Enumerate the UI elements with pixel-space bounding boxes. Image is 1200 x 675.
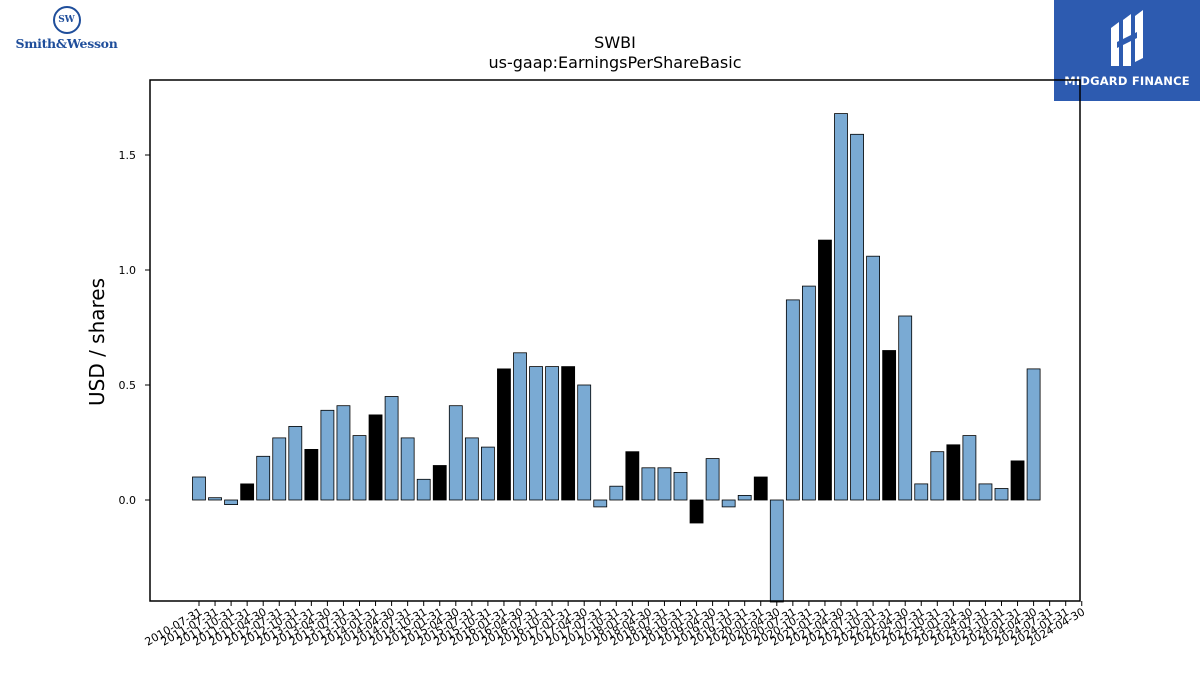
bar xyxy=(785,299,800,501)
bar xyxy=(368,414,383,501)
bar xyxy=(400,437,415,501)
bar xyxy=(320,409,335,501)
bar xyxy=(1010,460,1025,501)
x-axis-ticks: 2010-07-312011-07-312011-10-312011-01-31… xyxy=(143,601,1087,649)
bar xyxy=(818,239,832,501)
bar xyxy=(256,455,271,501)
bar xyxy=(529,366,543,501)
y-tick-label: 0.5 xyxy=(119,379,137,392)
bar xyxy=(866,255,880,501)
bar xyxy=(545,366,559,501)
bar xyxy=(834,113,848,501)
bar xyxy=(240,483,255,501)
bar xyxy=(304,448,319,501)
bar xyxy=(657,467,672,501)
bar xyxy=(480,446,495,501)
bar xyxy=(737,494,752,501)
bar xyxy=(593,499,608,508)
bar xyxy=(208,497,222,501)
bar xyxy=(882,350,897,501)
bar xyxy=(497,368,511,501)
chart-subtitle: us-gaap:EarningsPerShareBasic xyxy=(488,53,741,72)
sw-seal-icon: SW xyxy=(52,6,81,34)
bar xyxy=(288,425,303,501)
bar xyxy=(850,133,864,501)
y-tick-label: 1.5 xyxy=(119,149,137,162)
bar xyxy=(769,499,784,603)
plot-frame xyxy=(149,79,1081,602)
midgard-mark-icon xyxy=(1111,10,1143,66)
bar xyxy=(962,435,977,501)
bar xyxy=(577,384,592,501)
bar xyxy=(641,467,656,501)
bar xyxy=(914,483,929,501)
bar xyxy=(464,437,479,501)
bar xyxy=(946,444,961,501)
bar xyxy=(673,471,688,501)
bar xyxy=(898,315,913,501)
bar xyxy=(352,435,367,501)
bar xyxy=(224,499,239,505)
bar xyxy=(753,476,768,501)
bar xyxy=(994,488,1009,501)
bar xyxy=(721,499,736,508)
y-tick-label: 0.0 xyxy=(119,494,137,507)
bar xyxy=(432,465,447,501)
bar xyxy=(705,458,720,501)
bar xyxy=(416,478,431,501)
smith-wesson-wordmark: Smith&Wesson xyxy=(15,36,118,51)
bar xyxy=(448,405,463,501)
midgard-finance-wordmark: MIDGARD FINANCE xyxy=(1064,74,1190,88)
bar xyxy=(609,485,624,501)
y-axis-label: USD / shares xyxy=(85,278,109,406)
bar xyxy=(336,405,351,501)
bar xyxy=(561,366,576,501)
bars-group xyxy=(192,113,1041,603)
bar xyxy=(978,483,993,501)
bar xyxy=(1026,368,1041,501)
bar xyxy=(625,451,640,501)
y-tick-label: 1.0 xyxy=(119,264,137,277)
bar xyxy=(930,451,945,501)
y-axis-ticks: 0.0 0.5 1.0 1.5 xyxy=(119,149,150,507)
midgard-finance-logo: MIDGARD FINANCE xyxy=(1054,0,1200,101)
bar xyxy=(802,285,816,501)
bar xyxy=(272,437,287,501)
bar xyxy=(192,476,206,501)
smith-wesson-logo: SW Smith&Wesson xyxy=(4,6,129,58)
bar xyxy=(689,499,704,524)
chart-title: SWBI xyxy=(594,33,636,52)
bar xyxy=(513,352,527,501)
bar xyxy=(384,396,399,501)
